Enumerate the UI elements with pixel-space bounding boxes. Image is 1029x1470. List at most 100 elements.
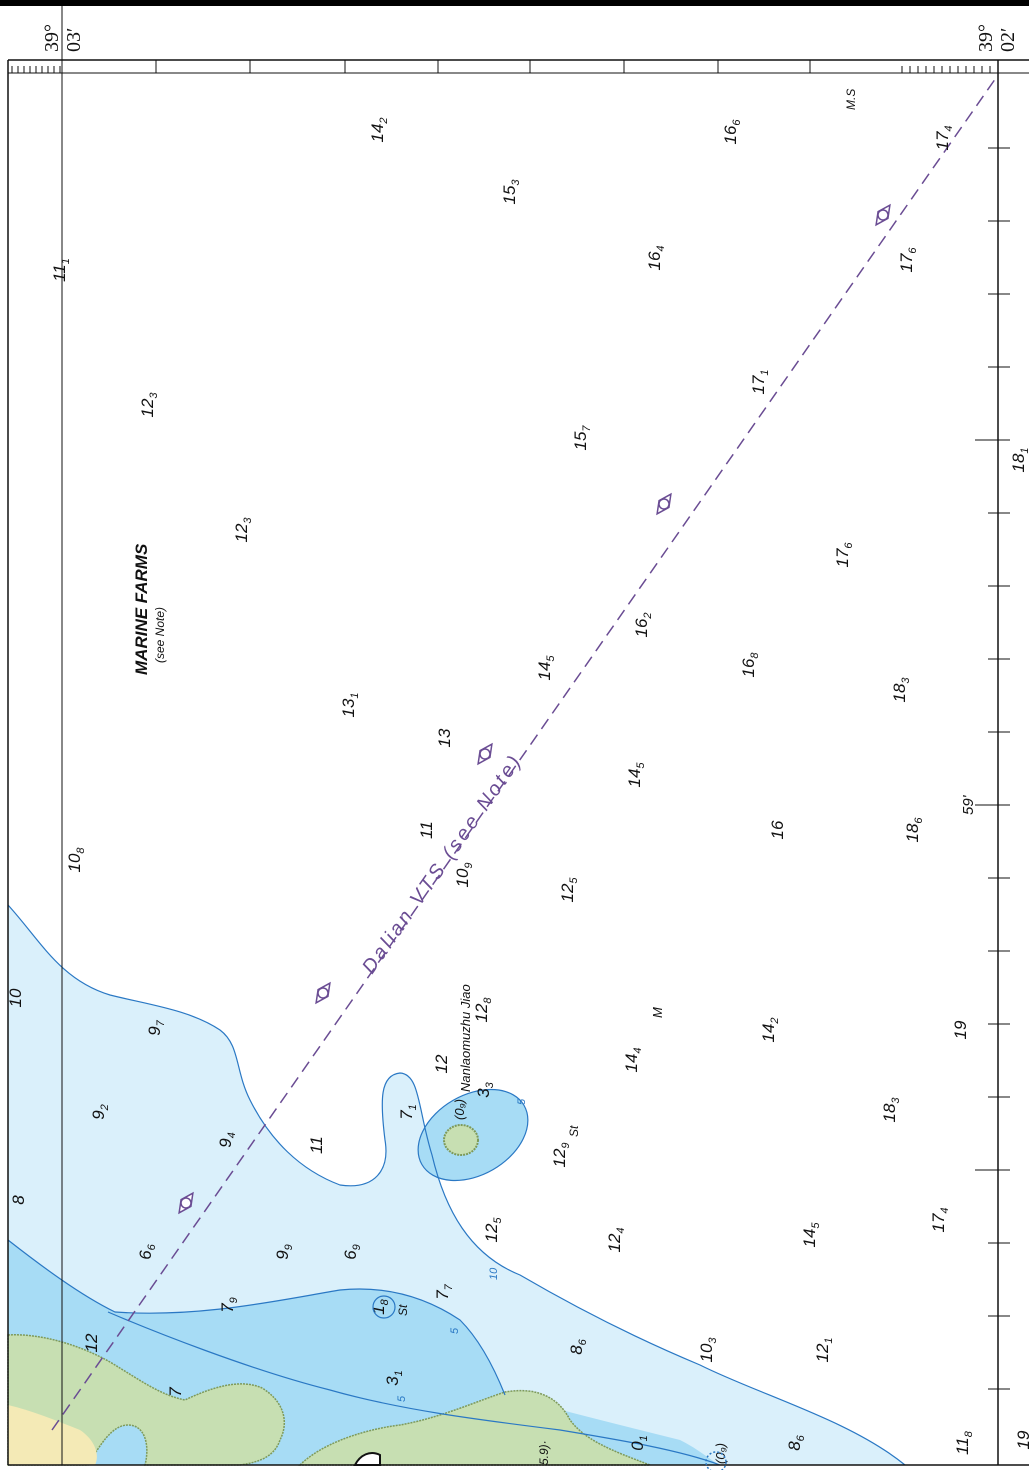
depth-sounding: 86 <box>785 1434 807 1450</box>
depth-sounding: 18 <box>369 1298 391 1314</box>
depth-sounding: 108 <box>65 847 87 873</box>
vts-marker-icon <box>656 492 672 516</box>
depth-sounding: 31 <box>383 1370 405 1386</box>
depth-sounding: 01 <box>628 1435 650 1451</box>
pier <box>353 1452 381 1466</box>
contour-label: 5 <box>396 1395 408 1402</box>
seabed-label: St <box>396 1304 410 1316</box>
depth-sounding: 69 <box>341 1244 363 1260</box>
coord-top-right: 39° 02′ <box>975 24 1019 52</box>
land-east <box>298 1389 651 1466</box>
soundings-layer: 1421661741531111641761231711571811231761… <box>6 117 1029 1470</box>
coord-top-right-min: 02′ <box>997 28 1019 52</box>
lat-59-label: 59' <box>960 794 977 815</box>
depth-sounding: 124 <box>605 1227 627 1252</box>
depth-sounding: 94 <box>216 1132 238 1148</box>
depth-sounding: 164 <box>645 245 667 270</box>
depth-sounding: 153 <box>500 179 522 205</box>
depth-sounding: 7 <box>166 1387 185 1397</box>
depth-sounding: 162 <box>632 612 654 637</box>
vts-marker-icon <box>178 1191 194 1215</box>
contour-label: 5 <box>449 1327 461 1334</box>
depth-sounding: 33 <box>474 1081 496 1097</box>
vts-marker-icon <box>477 742 493 766</box>
depth-sounding: 145 <box>535 655 557 681</box>
depth-sounding: 176 <box>897 247 919 273</box>
vts-label: Dalian VTS (see Note) <box>358 750 527 978</box>
depth-sounding: 103 <box>697 1337 719 1363</box>
coord-top-right-deg: 39° <box>975 24 997 52</box>
danger-circle <box>705 1451 727 1470</box>
depth-sounding: 16 <box>768 820 787 839</box>
marine-farms-note: (see Note) <box>153 607 167 663</box>
depth-sounding: 13 <box>435 728 454 747</box>
contour-label: 10 <box>488 1267 500 1280</box>
scale-ticks-top <box>11 60 991 73</box>
depth-sounding: 145 <box>800 1222 822 1248</box>
depth-sounding: 174 <box>933 125 955 150</box>
coord-top-left: 39° 03′ <box>41 24 85 52</box>
paren-09-island: (0₉) <box>452 1099 467 1120</box>
depth-sounding: 79 <box>218 1297 240 1313</box>
depth-sounding: 125 <box>482 1217 504 1243</box>
coast-beach <box>8 1405 97 1465</box>
depth-sounding: 66 <box>136 1243 158 1259</box>
depth-sounding: 8 <box>9 1195 28 1205</box>
depth-sounding: 166 <box>721 119 743 145</box>
depth-sounding: 145 <box>625 762 647 788</box>
depth-sounding: 121 <box>813 1337 835 1362</box>
depth-sounding: 97 <box>145 1019 167 1035</box>
marine-farms-label: MARINE FARMS <box>132 543 151 675</box>
vts-marker-icon <box>315 981 331 1005</box>
depth-sounding: 142 <box>368 117 390 142</box>
depth-sounding: 123 <box>232 517 254 543</box>
depth-sounding: 129 <box>550 1142 572 1167</box>
depth-sounding: 86 <box>567 1338 589 1354</box>
depth-sounding: 123 <box>138 392 160 418</box>
depth-sounding: 144 <box>622 1047 644 1072</box>
depth-contours <box>7 904 906 1466</box>
coord-top-left-min: 03′ <box>63 28 85 52</box>
depth-sounding: 71 <box>397 1104 419 1120</box>
depth-sounding: 19 <box>1014 1430 1029 1449</box>
depth-sounding: 128 <box>472 997 494 1023</box>
vts-marker-icon <box>875 203 891 227</box>
depth-sounding: 157 <box>571 425 593 451</box>
depth-sounding: 10 <box>6 988 25 1007</box>
depth-sounding: 181 <box>1009 447 1029 472</box>
paren-09-label: (0₉) <box>713 1443 728 1464</box>
vts-boundary-line <box>51 74 999 1431</box>
depth-sounding: 176 <box>833 542 855 568</box>
depth-sounding: 186 <box>903 817 925 843</box>
depth-sounding: 109 <box>453 862 475 887</box>
depth-sounding: 183 <box>890 677 912 703</box>
seabed-label: St <box>567 1125 581 1137</box>
depth-sounding: 19 <box>951 1020 970 1039</box>
depth-sounding: 99 <box>273 1244 295 1260</box>
ms-label: M.S <box>844 89 858 110</box>
depth-sounding: 12 <box>82 1333 101 1352</box>
m-label: M <box>650 1007 665 1018</box>
depth-sounding: 118 <box>953 1430 975 1455</box>
depth-sounding: 111 <box>50 258 72 282</box>
contour-label: 5 <box>516 1098 528 1105</box>
depth-sounding: 12 <box>432 1054 451 1073</box>
depth-sounding: 168 <box>739 652 761 678</box>
top-border <box>0 0 1029 6</box>
scale-ticks-right <box>975 147 1010 1390</box>
vts-markers <box>178 203 891 1215</box>
depth-sounding: 142 <box>759 1017 781 1042</box>
paren-69-label: 5.9)· <box>537 1440 551 1465</box>
danger-circle <box>372 1295 396 1319</box>
coord-top-left-deg: 39° <box>41 24 63 52</box>
depth-sounding: 131 <box>339 692 361 717</box>
seabed-labels-layer: St St <box>396 1125 581 1316</box>
depth-sounding: 125 <box>558 877 580 903</box>
depth-sounding: 11 <box>307 1136 326 1154</box>
depth-sounding: 171 <box>749 369 771 394</box>
depth-sounding: 174 <box>929 1207 951 1232</box>
depth-sounding: 11 <box>417 821 436 839</box>
island-label: Nanlaomuzhu Jiao <box>458 984 473 1092</box>
depth-sounding: 183 <box>880 1097 902 1123</box>
